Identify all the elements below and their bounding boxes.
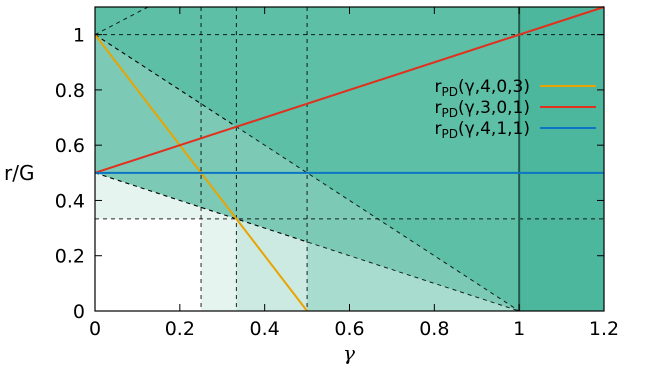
y-tick-label: 0.6 [55, 135, 85, 157]
y-tick-label: 0.2 [55, 246, 85, 268]
x-tick-label: 0 [89, 318, 101, 340]
y-tick-label: 0.4 [55, 190, 85, 212]
x-tick-label: 0.8 [419, 318, 449, 340]
x-tick-label: 0.2 [165, 318, 195, 340]
x-tick-label: 1 [513, 318, 525, 340]
region-white [95, 219, 201, 311]
y-tick-label: 0.8 [55, 80, 85, 102]
region-layer [95, 7, 604, 311]
x-tick-label: 0.4 [250, 318, 280, 340]
x-tick-label: 0.6 [334, 318, 364, 340]
y-tick-label: 0 [73, 301, 85, 323]
y-axis-label: r/G [4, 161, 34, 185]
x-tick-label: 1.2 [589, 318, 619, 340]
y-tick-label: 1 [73, 25, 85, 47]
x-axis-label: γ [343, 341, 355, 365]
